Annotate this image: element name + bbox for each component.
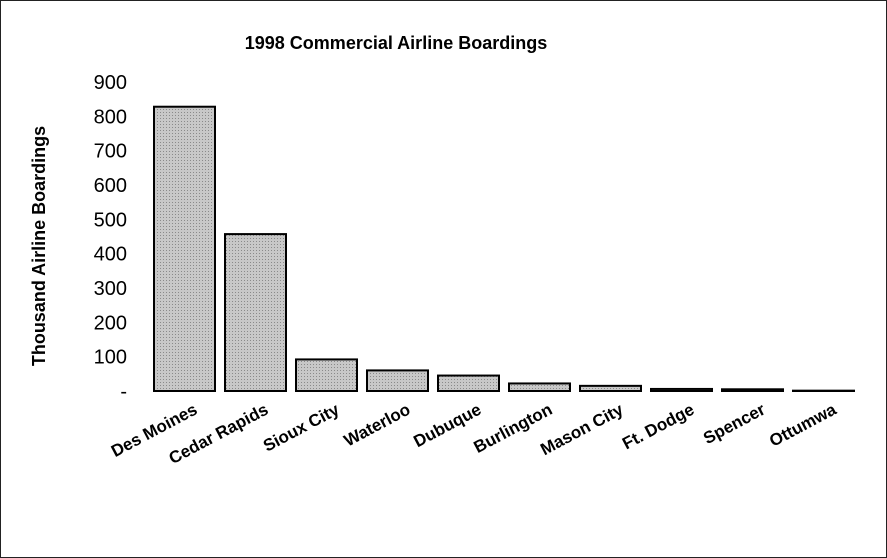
bar [579, 384, 642, 393]
y-tick-label: 800 [94, 106, 127, 128]
x-tick-label: Ottumwa [766, 400, 840, 451]
y-tick-label: 200 [94, 312, 127, 334]
y-tick-label: 100 [94, 347, 127, 369]
y-axis-ticks: - 100 200 300 400 500 600 700 800 900 [94, 72, 127, 403]
bar [437, 374, 500, 392]
y-tick-label: 300 [94, 278, 127, 300]
bar [721, 388, 784, 392]
y-tick-label: - [120, 381, 127, 403]
x-tick-label: Spencer [700, 400, 768, 448]
bar [650, 387, 713, 393]
y-axis-label: Thousand Airline Boardings [29, 126, 49, 366]
bar [366, 369, 429, 392]
x-tick-label: Sioux City [260, 400, 343, 456]
bars [153, 105, 855, 393]
x-tick-label: Waterloo [341, 400, 414, 451]
bar [153, 105, 216, 392]
y-tick-label: 700 [94, 141, 127, 163]
x-tick-label: Ft. Dodge [619, 400, 697, 454]
y-tick-label: 400 [94, 244, 127, 266]
bar [295, 358, 358, 392]
y-tick-label: 500 [94, 209, 127, 231]
chart-title: 1998 Commercial Airline Boardings [245, 33, 547, 53]
bar [508, 382, 571, 392]
y-tick-label: 900 [94, 72, 127, 94]
y-tick-label: 600 [94, 175, 127, 197]
bar [224, 233, 287, 392]
